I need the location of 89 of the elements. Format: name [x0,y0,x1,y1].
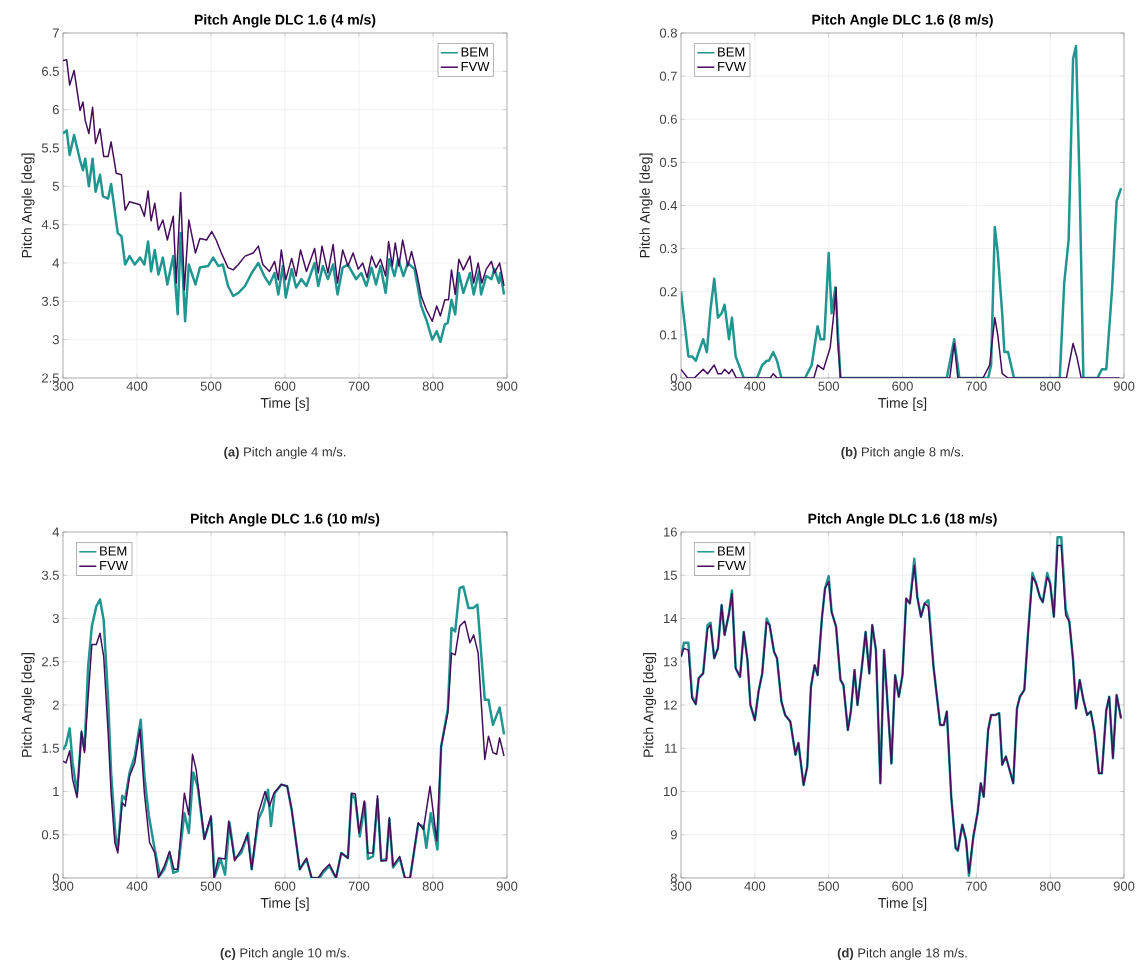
x-tick-label: 700 [348,881,370,891]
y-tick-label: 4 [52,527,60,537]
x-tick-label: 900 [1113,881,1135,891]
text: (a) Pitch angle 4 m/s. [224,446,346,460]
y-tick-label: 9 [670,830,677,840]
y-tick-label: 14 [664,614,678,623]
x-tick-label: 800 [422,881,444,891]
legend-label: BEM [100,546,127,556]
y-axis-title: Pitch Angle [deg] [643,653,657,757]
legend-label: FVW [100,561,128,570]
y-tick-label: 8 [670,873,677,883]
y-tick-label: 0.1 [659,330,677,340]
x-tick-label: 600 [892,881,913,891]
chart-title: Pitch Angle DLC 1.6 (10 m/s) [191,513,380,527]
y-tick-label: 1.5 [42,743,59,753]
y-tick-label: 0 [670,373,677,383]
y-tick-label: 5 [52,181,59,191]
x-tick-label: 800 [1039,381,1061,391]
x-axis-title: Time [s] [260,397,309,411]
y-tick-label: 3.5 [41,570,59,580]
x-tick-label: 500 [200,381,222,391]
y-tick-label: 12 [664,700,677,710]
x-tick-label: 900 [496,881,518,891]
legend-label: FVW [718,561,746,570]
x-tick-label: 300 [52,881,74,891]
x-tick-label: 400 [744,381,766,391]
x-axis-title: Time [s] [878,897,927,911]
y-tick-label: 0.2 [659,287,677,297]
y-tick-label: 7 [52,28,59,38]
x-tick-label: 800 [422,381,444,391]
y-tick-label: 4.5 [41,220,59,230]
x-tick-label: 400 [744,881,766,891]
y-tick-label: 4 [52,258,60,268]
x-axis-title: Time [s] [878,397,927,411]
y-tick-label: 0.5 [41,830,59,840]
x-tick-label: 300 [670,881,692,891]
y-tick-label: 0.5 [659,157,677,167]
y-tick-label: 2.5 [42,373,59,383]
x-tick-label: 500 [818,381,840,391]
legend-label: BEM [461,47,488,57]
y-tick-label: 3 [52,613,59,624]
x-tick-label: 600 [274,881,296,891]
y-tick-label: 5.5 [41,143,59,153]
y-tick-label: 0.7 [659,71,677,81]
y-tick-label: 0 [52,873,59,883]
y-tick-label: 1 [53,787,59,796]
y-tick-label: 16 [664,527,677,537]
y-tick-label: 0.4 [659,200,678,211]
x-tick-label: 600 [274,381,296,391]
x-tick-label: 900 [1113,381,1135,391]
y-tick-label: 0.6 [659,114,677,124]
x-tick-label: 400 [126,381,148,391]
x-axis-title: Time [s] [260,897,309,911]
x-tick-label: 600 [892,381,913,391]
legend-label: BEM [718,546,745,556]
x-tick-label: 300 [52,381,74,391]
legend-label: FVW [461,61,490,71]
y-tick-label: 2 [52,700,59,710]
y-tick-label: 2.5 [42,657,59,667]
x-tick-label: 900 [496,381,518,391]
text: (b) Pitch angle 8 m/s. [841,446,964,460]
y-tick-label: 0.3 [659,244,677,254]
x-tick-label: 700 [966,881,987,891]
text: (d) Pitch angle 18 m/s. [837,947,967,961]
y-tick-label: 0.8 [659,28,677,38]
chart-title: Pitch Angle DLC 1.6 (18 m/s) [808,513,997,527]
y-axis-title: Pitch Angle [deg] [639,153,653,258]
y-tick-label: 6.5 [42,66,59,76]
x-tick-label: 400 [126,881,148,891]
y-tick-label: 6 [52,105,59,115]
y-axis-title: Pitch Angle [deg] [21,653,35,757]
y-tick-label: 15 [664,570,677,580]
x-tick-label: 500 [818,881,840,891]
y-axis-title: Pitch Angle [deg] [21,153,35,258]
x-tick-label: 500 [200,881,222,891]
chart-title: Pitch Angle DLC 1.6 (4 m/s) [194,14,376,28]
legend-label: FVW [718,62,746,71]
chart-title: Pitch Angle DLC 1.6 (8 m/s) [812,14,993,28]
x-tick-label: 300 [670,381,692,391]
y-tick-label: 10 [664,786,677,797]
x-tick-label: 800 [1039,881,1061,891]
y-tick-label: 3.5 [41,296,59,306]
y-tick-label: 3 [52,335,59,345]
text: (c) Pitch angle 10 m/s. [220,947,349,961]
x-tick-label: 700 [966,381,987,391]
y-tick-label: 11 [664,743,677,753]
legend-label: BEM [718,47,745,57]
x-tick-label: 700 [348,381,370,391]
y-tick-label: 13 [664,657,677,667]
